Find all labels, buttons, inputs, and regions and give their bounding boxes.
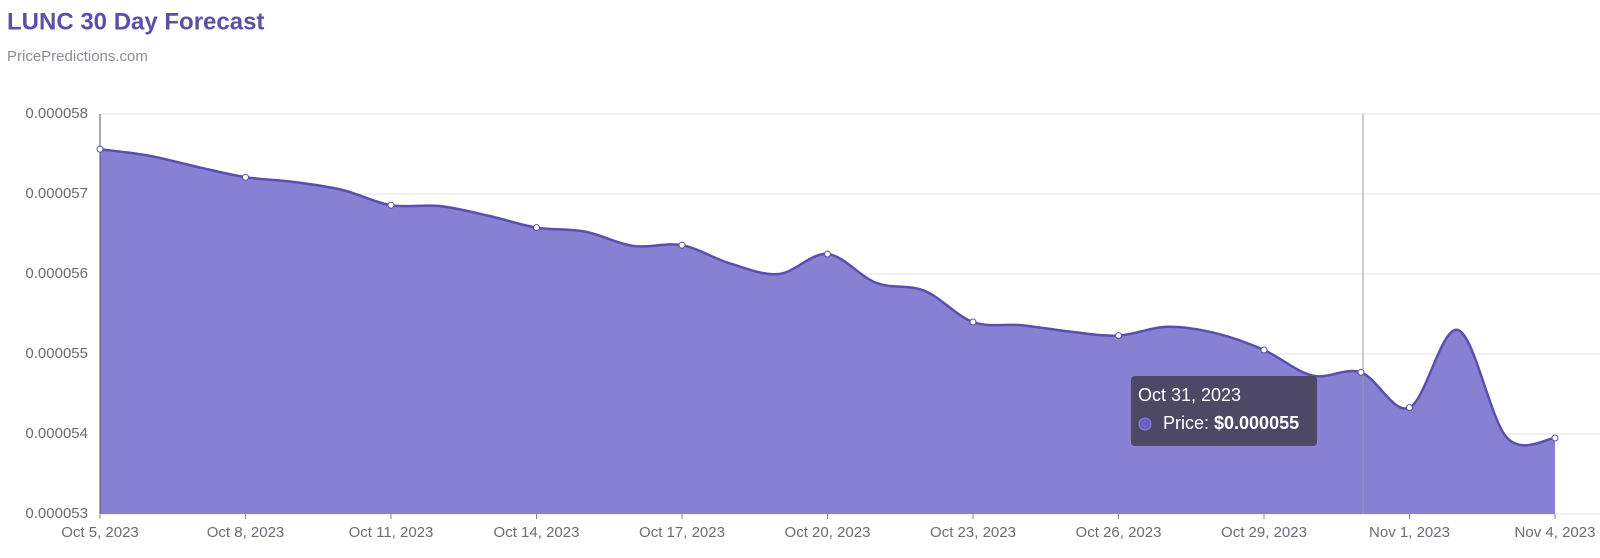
markers: [96, 145, 1559, 442]
x-tick-label: Nov 4, 2023: [1515, 524, 1596, 541]
point-marker: [1406, 404, 1413, 412]
tooltip-title: Oct 31, 2023: [1138, 385, 1241, 405]
y-tick-label: 0.000053: [25, 505, 88, 522]
tooltip: Oct 31, 2023 Price: $0.000055: [1131, 376, 1317, 446]
point-marker: [533, 224, 540, 232]
x-tick-label: Nov 1, 2023: [1369, 524, 1450, 541]
point-marker: [96, 145, 104, 153]
x-tick-label: Oct 5, 2023: [61, 524, 139, 541]
point-marker: [387, 201, 395, 209]
point-marker: [969, 318, 977, 326]
line: [99, 147, 1556, 447]
tooltip-swatch: [1138, 417, 1152, 431]
chart-subtitle: PricePredictions.com: [7, 48, 148, 65]
point-marker: [1357, 368, 1365, 376]
tooltip-value: $0.000055: [1214, 413, 1299, 433]
point-marker: [242, 173, 249, 181]
ticks: 0.000053 0.000054 0.000055 0.000056 0.000057…: [25, 105, 1595, 541]
point-marker: [678, 241, 686, 249]
x-tick-label: Oct 17, 2023: [639, 524, 725, 541]
y-tick-label: 0.000056: [25, 265, 88, 282]
x-tick-label: Oct 20, 2023: [785, 524, 871, 541]
y-tick-label: 0.000054: [25, 425, 88, 442]
x-tick-label: Oct 8, 2023: [207, 524, 285, 541]
y-tick-label: 0.000055: [25, 345, 88, 362]
x-tick-label: Oct 23, 2023: [930, 524, 1016, 541]
x-tick-label: Oct 11, 2023: [349, 524, 434, 541]
chart-title: LUNC 30 Day Forecast: [7, 8, 264, 35]
plot: [99, 147, 1556, 514]
tooltip-text: Price: $0.000055: [1163, 413, 1299, 433]
x-tick-label: Oct 26, 2023: [1076, 524, 1162, 541]
x-tick-label: Oct 14, 2023: [494, 524, 580, 541]
area: [100, 149, 1555, 514]
point-marker: [1115, 332, 1122, 340]
y-tick-label: 0.000058: [25, 105, 88, 122]
point-marker: [1551, 434, 1559, 442]
x-tick-label: Oct 29, 2023: [1221, 524, 1307, 541]
y-tick-label: 0.000057: [25, 185, 88, 202]
point-marker: [1260, 346, 1268, 354]
tooltip-label: Price:: [1163, 413, 1209, 433]
point-marker: [824, 250, 831, 258]
tooltip-box: [1131, 376, 1317, 446]
